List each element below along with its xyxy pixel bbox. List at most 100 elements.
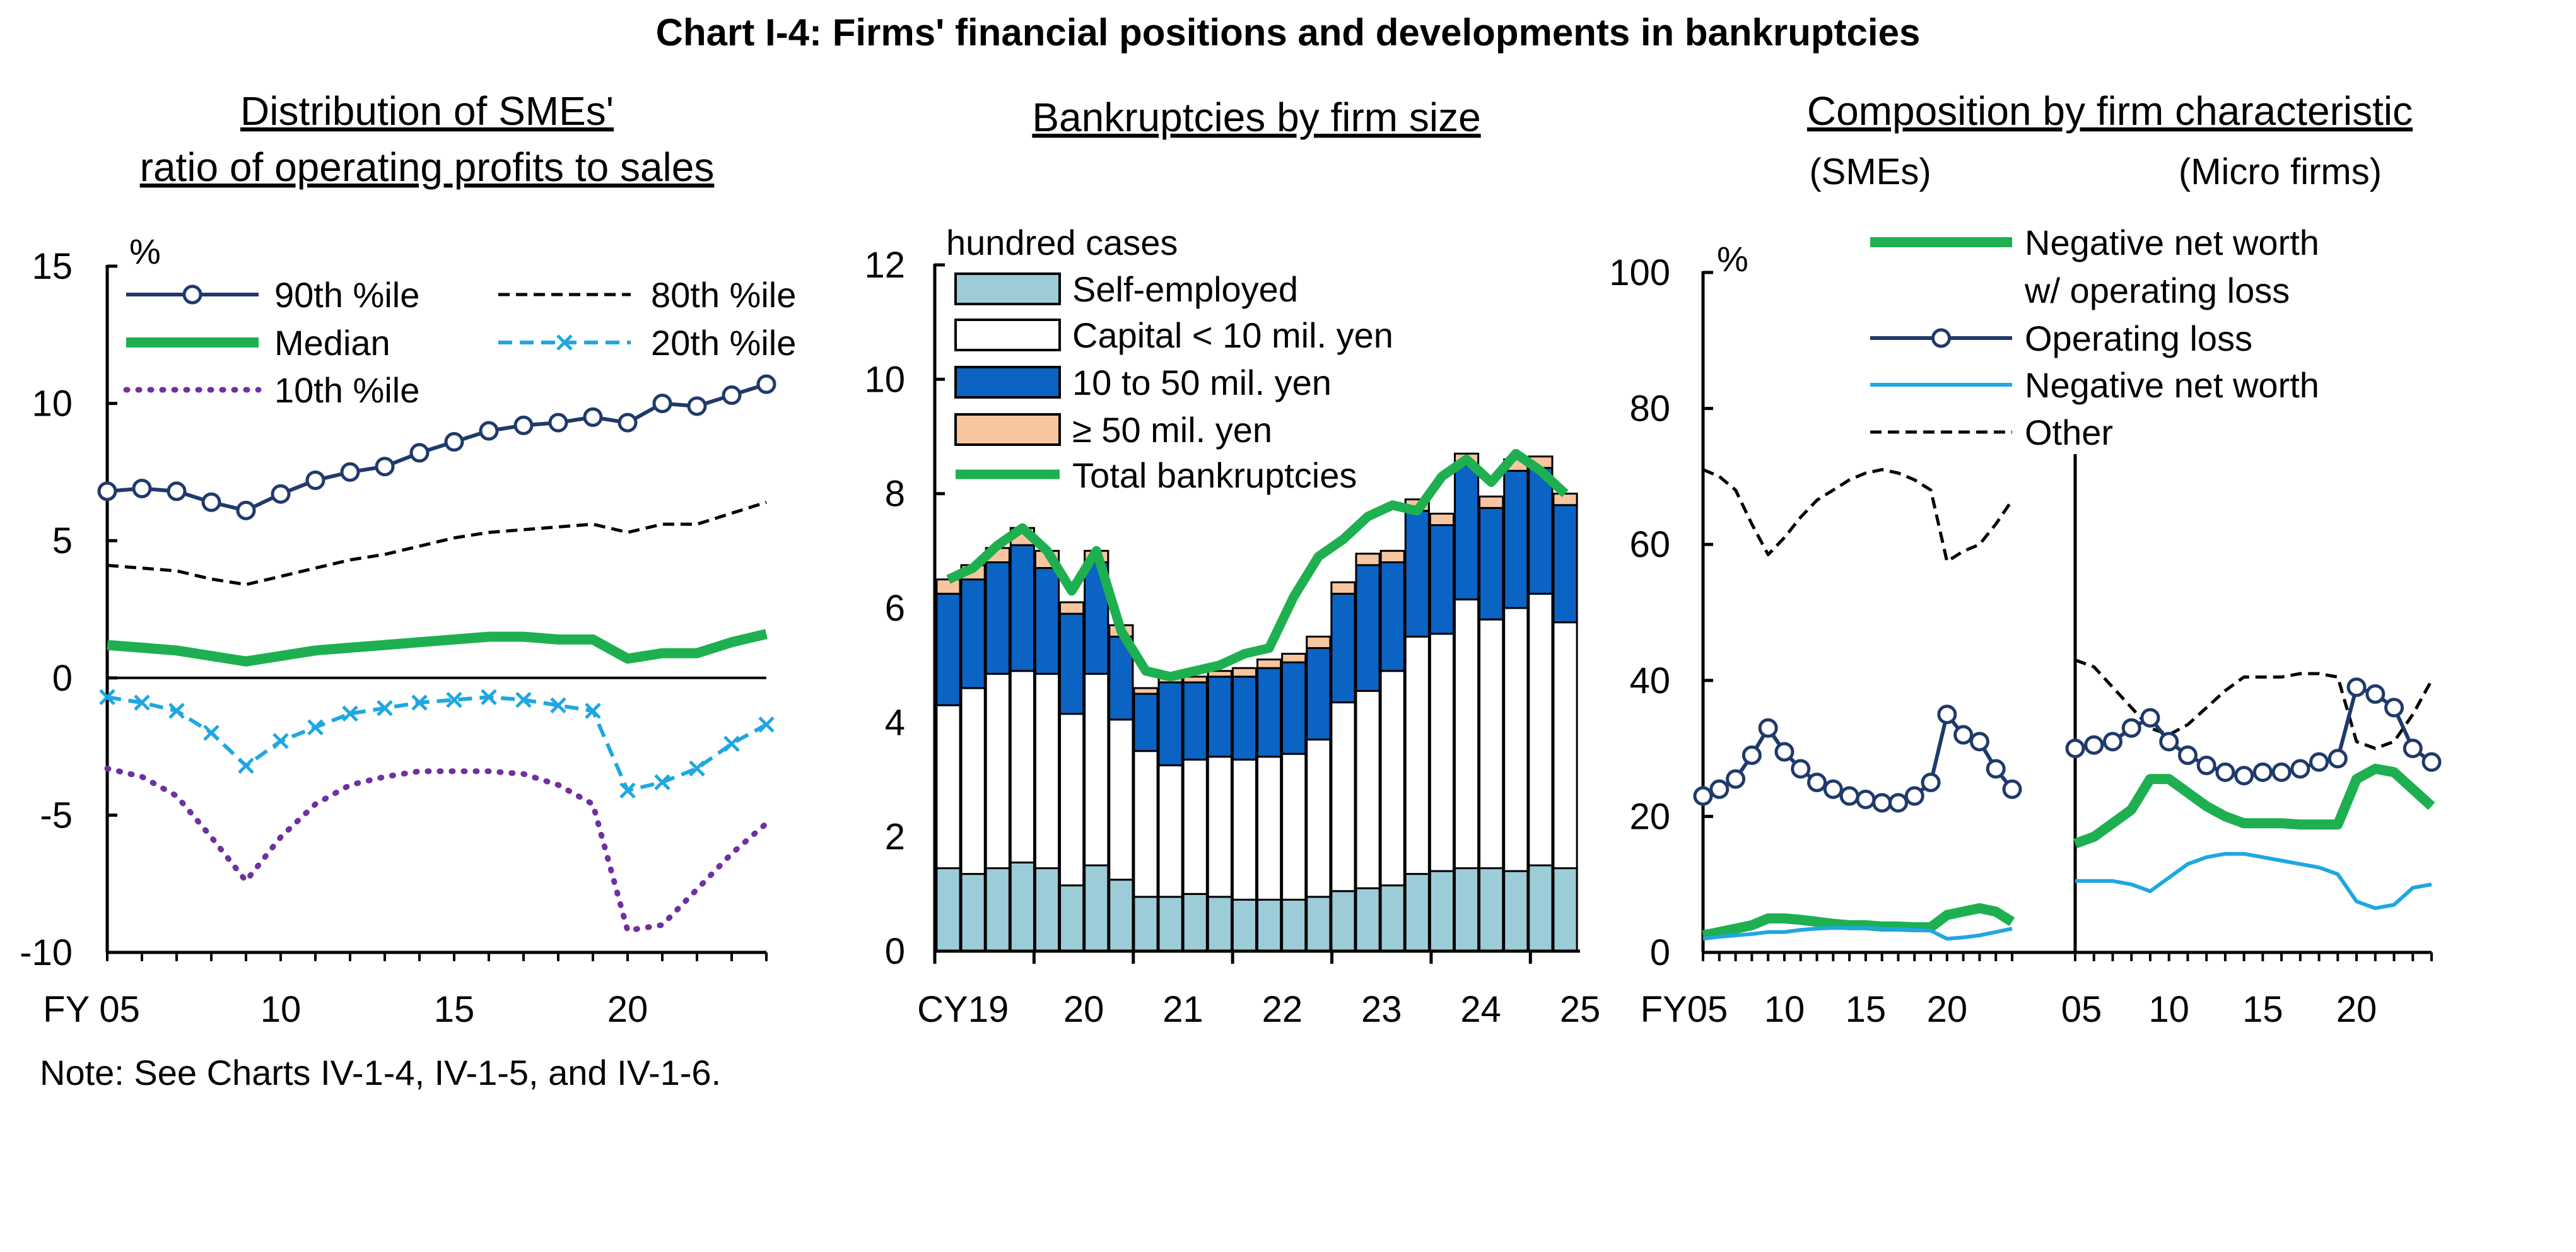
panel2-legend-swatch-50-mil-yen: [954, 413, 1061, 446]
panel2-y-tick-label: 12: [864, 245, 905, 286]
panel3-smes-navy_circle-point: [1986, 759, 2006, 779]
panel1-10th-ile-line: [104, 765, 770, 933]
panel1-20th-ile-point: [134, 694, 150, 711]
panel1-legend-label: 90th %ile: [274, 275, 419, 315]
panel2-bar-50-mil-yen: [1306, 635, 1332, 649]
panel1-20th-ile-point: [411, 694, 428, 711]
panel3-micro-black_dash-line: [2075, 658, 2433, 751]
panel2-bar-50-mil-yen: [1355, 553, 1381, 566]
panel1-20th-ile-point: [272, 733, 289, 749]
panel3-x-tick-label: 10: [2148, 989, 2189, 1030]
panel2-bar-50-mil-yen: [1281, 653, 1307, 664]
panel2-bar-50-mil-yen: [1059, 601, 1085, 615]
panel2-y-tick-label: 0: [885, 931, 905, 972]
panel1-x-tick-label: 20: [607, 989, 648, 1030]
panel2-x-tick-label: 22: [1262, 989, 1303, 1030]
panel3-micro-navy_circle-point: [2065, 739, 2085, 759]
panel2-bar-50-mil-yen: [1552, 493, 1578, 506]
panel3-smes-navy_circle-point: [1888, 793, 1908, 813]
panel2-bar-capital-10-mil-yen: [1404, 635, 1430, 875]
panel2-total-bankruptcies-line: [946, 448, 1569, 682]
panel2-bar-capital-10-mil-yen: [1207, 756, 1232, 898]
panel2-bar-self-employed: [1330, 890, 1356, 952]
panel2-legend-swatch-self-employed: [954, 272, 1061, 305]
panel2-bar-10-to-50-mil-yen: [1256, 667, 1282, 758]
panel2-bar-50-mil-yen: [935, 578, 961, 595]
panel1-legend-label: Median: [274, 323, 390, 363]
panel2-bar-capital-10-mil-yen: [1552, 621, 1578, 870]
panel2-bar-50-mil-yen: [1133, 687, 1159, 695]
panel3-smes-navy_circle-point: [1856, 789, 1876, 809]
panel1-90th-ile-point: [201, 492, 221, 512]
panel2-bar-capital-10-mil-yen: [935, 704, 961, 870]
panel2-legend-label: 10 to 50 mil. yen: [1072, 363, 1332, 402]
panel2-bar-10-to-50-mil-yen: [1355, 564, 1381, 692]
panel3-smes-navy_circle-point: [1904, 786, 1924, 806]
panel2-bar-self-employed: [1207, 896, 1232, 952]
panel1-90th-ile-point: [687, 396, 707, 416]
panel1-y-tick-label: 0: [52, 658, 73, 699]
panel3-smes-navy_circle-point: [1726, 769, 1746, 789]
panel3-smes-navy_circle-point: [1969, 732, 1989, 752]
panel2-bar-self-employed: [1059, 884, 1085, 952]
panel1-y-tick-label: 15: [32, 246, 73, 287]
panel3-smes-navy_circle-point: [1774, 742, 1794, 762]
panel3-x-tick-label: 15: [2242, 989, 2283, 1030]
panel3-subtitle-micro: (Micro firms): [2179, 151, 2382, 192]
panel2-y-tick-label: 4: [885, 702, 905, 743]
panel1-20th-ile-point: [168, 703, 185, 719]
panel3-smes-navy_circle-point: [1709, 779, 1730, 799]
panel2-bar-10-to-50-mil-yen: [1059, 612, 1085, 715]
panel3-smes-navy_circle-point: [1693, 786, 1713, 806]
panel3-smes-navy_circle-point: [1953, 725, 1974, 745]
panel3-micro-navy_circle-point: [2252, 762, 2273, 782]
panel2-bar-self-employed: [935, 867, 961, 952]
panel2-bar-10-to-50-mil-yen: [1528, 467, 1554, 595]
panel2-bar-10-to-50-mil-yen: [1231, 676, 1258, 761]
panel3-y-tick-label: 100: [1609, 252, 1670, 293]
panel1-90th-ile-point: [722, 385, 742, 406]
panel3-micro-navy_circle-point: [2403, 739, 2423, 759]
panel1-unit: %: [129, 231, 161, 271]
panel3-legend-label: Negative net worth: [2025, 365, 2319, 405]
panel2-y-tick-label: 10: [864, 359, 905, 400]
panel2-bar-10-to-50-mil-yen: [935, 592, 961, 706]
panel2-bar-10-to-50-mil-yen: [1429, 524, 1455, 635]
panel3-micro-navy_circle-point: [2384, 698, 2404, 718]
panel2-bar-capital-10-mil-yen: [1453, 598, 1480, 870]
panel2-bar-10-to-50-mil-yen: [1306, 646, 1332, 741]
panel1-90th-ile-point: [444, 432, 464, 452]
panel1-x-tick-label: 10: [261, 989, 302, 1030]
panel3-y-tick-label: 60: [1629, 524, 1670, 565]
panel2-bar-self-employed: [960, 873, 986, 952]
panel2-bar-capital-10-mil-yen: [985, 672, 1010, 870]
panel1-90th-ile-point: [583, 407, 603, 427]
panel3-micro-lightblue_thin-line: [2075, 851, 2432, 910]
panel1-90th-ile-point: [618, 412, 638, 433]
panel1-90th-ile-point: [305, 470, 325, 490]
panel2-bar-self-employed: [1157, 896, 1183, 952]
panel1-legend-label: 80th %ile: [651, 275, 796, 315]
panel3-y-tick-label: 40: [1629, 660, 1670, 701]
panel3-x-tick-label: 10: [1764, 989, 1805, 1030]
panel3-smes-navy_circle-point: [1872, 793, 1892, 813]
panel1-90th-ile-point: [375, 457, 395, 477]
panel2-bar-10-to-50-mil-yen: [985, 561, 1010, 675]
panel3-micro-navy_circle-point: [2365, 684, 2386, 704]
panel2-bar-capital-10-mil-yen: [1084, 672, 1109, 867]
panel1-y-tick-label: -10: [20, 932, 73, 973]
panel3-smes-lightblue_thin-line: [1702, 926, 2013, 941]
panel2-legend-label: ≥ 50 mil. yen: [1072, 410, 1272, 450]
panel2-x-tick-label: 20: [1063, 989, 1104, 1030]
panel1-90th-ile-point: [409, 443, 430, 463]
panel2-bar-50-mil-yen: [1478, 495, 1504, 509]
panel1-20th-ile-point: [689, 760, 705, 777]
panel1-20th-ile-point: [446, 691, 462, 708]
panel2-legend-label: Total bankruptcies: [1072, 455, 1357, 495]
panel3-micro-navy_circle-point: [2215, 762, 2235, 782]
panel1-legend-label: 10th %ile: [274, 370, 419, 410]
panel3-micro-navy_circle-point: [2234, 766, 2254, 786]
panel1-legend-label: 20th %ile: [651, 323, 796, 363]
panel1-20th-ile-point: [238, 758, 254, 774]
panel3-smes-navy_circle-point: [1807, 773, 1827, 792]
